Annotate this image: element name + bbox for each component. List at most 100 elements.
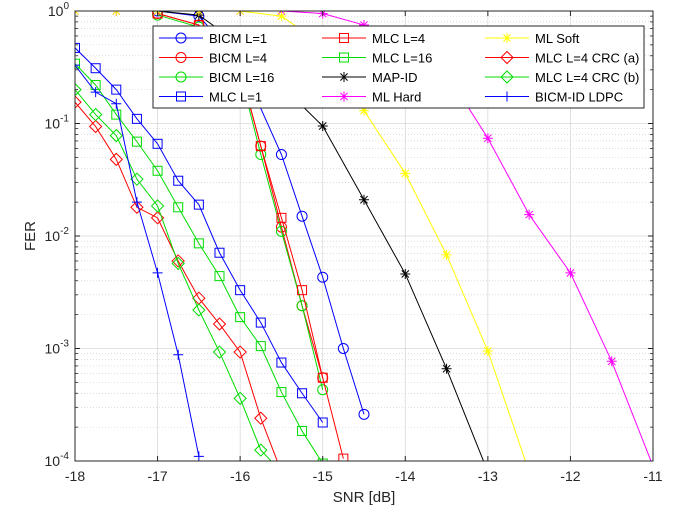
data-point — [359, 194, 369, 205]
y-axis-label: FER — [22, 221, 39, 251]
data-point — [111, 84, 122, 95]
legend-label: BICM-ID LDPC — [535, 90, 623, 105]
legend-entry: ML Hard — [322, 90, 421, 105]
data-point — [276, 212, 287, 223]
data-point — [75, 58, 80, 69]
x-tick-label: -14 — [395, 468, 415, 484]
data-point — [171, 254, 185, 268]
y-tick-label: 10-1 — [45, 114, 70, 132]
data-point — [131, 197, 142, 208]
data-point — [75, 95, 82, 109]
data-point — [152, 11, 163, 19]
legend-label: MLC L=1 — [209, 90, 262, 105]
x-tick-label: -13 — [478, 468, 498, 484]
data-point — [339, 91, 349, 102]
data-point — [130, 172, 144, 186]
data-point — [175, 32, 187, 44]
data-point — [500, 70, 514, 84]
data-point — [235, 285, 246, 296]
data-point — [338, 453, 349, 461]
data-point — [441, 249, 452, 260]
data-point — [212, 345, 227, 359]
data-point — [235, 312, 246, 323]
data-point — [482, 133, 493, 144]
data-point — [90, 63, 101, 74]
data-point — [192, 303, 206, 317]
data-point — [359, 105, 369, 116]
series-mlc-l-4-crc-b — [75, 82, 272, 461]
data-point — [150, 199, 165, 213]
data-point — [255, 317, 266, 328]
x-tick-label: -17 — [147, 468, 167, 484]
data-point — [502, 91, 512, 102]
x-axis-label: SNR [dB] — [333, 489, 396, 506]
data-point — [317, 417, 328, 428]
data-point — [175, 71, 187, 83]
data-point — [565, 267, 576, 278]
data-point — [131, 136, 142, 147]
data-point — [524, 209, 535, 220]
series-line — [75, 63, 322, 461]
legend-entry: MAP-ID — [322, 70, 418, 85]
x-tick-label: -12 — [560, 468, 580, 484]
legend-entry: MLC L=4 CRC (a) — [485, 51, 639, 66]
data-point — [254, 411, 268, 425]
y-tick-label: 10-3 — [45, 339, 70, 357]
x-tick-label: -11 — [643, 468, 662, 484]
data-point — [75, 60, 80, 71]
data-point — [317, 384, 329, 396]
data-point — [109, 152, 123, 167]
data-point — [255, 149, 267, 161]
series-mlc-l-16 — [75, 58, 328, 461]
series-line — [157, 11, 485, 461]
legend-label: MLC L=4 CRC (a) — [535, 51, 639, 66]
data-point — [175, 52, 187, 63]
data-point — [317, 121, 328, 132]
y-tick-label: 10-2 — [45, 226, 70, 244]
series-line — [75, 47, 324, 423]
data-point — [130, 200, 144, 214]
data-point — [500, 50, 514, 65]
data-point — [275, 149, 287, 161]
data-point — [339, 72, 349, 82]
data-point — [111, 98, 122, 109]
data-point — [88, 119, 103, 134]
legend-entry: MLC L=4 — [322, 31, 425, 46]
data-point — [337, 343, 349, 354]
legend-entry: BICM L=4 — [159, 51, 267, 66]
legend-label: MAP-ID — [372, 70, 418, 85]
legend-entry: ML Soft — [485, 31, 580, 46]
data-point — [358, 408, 370, 420]
data-point — [297, 285, 308, 296]
legend-entry: MLC L=1 — [159, 90, 262, 105]
data-point — [88, 107, 103, 122]
data-point — [193, 199, 204, 210]
legend-entry: BICM L=16 — [159, 70, 274, 85]
data-point — [296, 300, 308, 312]
legend-label: MLC L=4 CRC (b) — [535, 70, 639, 85]
data-point — [233, 391, 247, 406]
data-point — [75, 42, 80, 53]
data-point — [296, 210, 308, 222]
legend-entry: BICM L=1 — [159, 31, 267, 46]
legend-label: BICM L=1 — [209, 31, 267, 46]
data-point — [482, 346, 493, 357]
data-point — [111, 109, 122, 120]
series-mlc-l-4-crc-a — [75, 95, 278, 461]
data-point — [152, 165, 163, 176]
series-line — [157, 11, 365, 415]
legend-label: ML Hard — [372, 90, 421, 105]
data-point — [502, 33, 512, 43]
series-bicm-l-1 — [152, 11, 370, 420]
data-point — [276, 11, 287, 22]
data-point — [359, 20, 369, 31]
legend-label: MLC L=16 — [372, 51, 432, 66]
data-point — [400, 168, 411, 179]
series-line — [75, 89, 272, 461]
data-point — [441, 363, 452, 374]
data-point — [275, 225, 287, 237]
x-tick-label: -16 — [230, 468, 250, 484]
series-mlc-l-1 — [75, 42, 328, 428]
data-point — [339, 52, 349, 63]
series-bicm-id-ldpc — [75, 60, 204, 461]
